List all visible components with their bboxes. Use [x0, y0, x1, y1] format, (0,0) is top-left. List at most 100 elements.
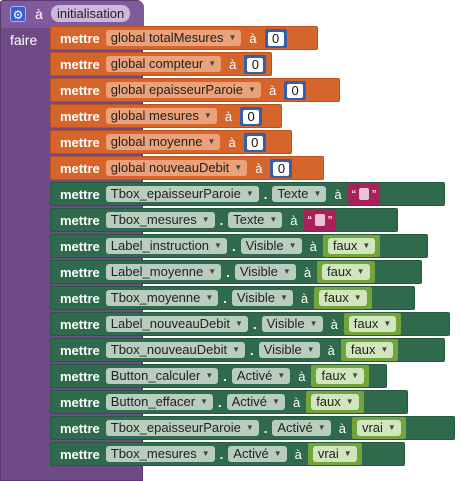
set-property-block[interactable]: mettre Button_effacer ▼. Activé ▼ à faux ▼ [50, 390, 408, 414]
component-dropdown[interactable]: Button_effacer ▼ [105, 394, 213, 410]
set-property-block[interactable]: mettre Label_instruction ▼. Visible ▼ à faux ▼ [50, 234, 428, 258]
property-dropdown[interactable]: Activé ▼ [272, 420, 331, 436]
property-dropdown[interactable]: Visible ▼ [240, 238, 302, 254]
empty-text-field[interactable] [358, 188, 369, 200]
number-value[interactable]: 0 [267, 31, 284, 46]
property-dropdown[interactable]: Activé ▼ [226, 394, 285, 410]
number-block[interactable]: 0 [284, 80, 307, 100]
gear-icon[interactable]: ⚙ [10, 6, 26, 22]
boolean-block[interactable]: vrai ▼ [351, 417, 406, 439]
set-property-block[interactable]: mettre Tbox_moyenne ▼. Visible ▼ à faux ▼ [50, 286, 415, 310]
chevron-down-icon: ▼ [214, 241, 222, 250]
number-block[interactable]: 0 [244, 54, 267, 74]
set-global-block[interactable]: mettre global compteur ▼ à 0 [50, 52, 272, 76]
component-dropdown[interactable]: Button_calculer ▼ [105, 368, 219, 384]
boolean-block[interactable]: faux ▼ [343, 313, 402, 335]
set-property-block[interactable]: mettre Tbox_mesures ▼. Texte ▼ à “” [50, 208, 398, 232]
property-dropdown[interactable]: Texte ▼ [228, 212, 283, 228]
boolean-dropdown[interactable]: faux ▼ [311, 394, 359, 410]
property-dropdown[interactable]: Activé ▼ [231, 368, 291, 384]
set-keyword: mettre [60, 264, 100, 280]
boolean-dropdown[interactable]: faux ▼ [319, 290, 367, 306]
number-block[interactable]: 0 [243, 132, 266, 152]
chevron-down-icon: ▼ [200, 397, 208, 406]
component-dropdown[interactable]: Tbox_epaisseurParoie ▼ [105, 420, 259, 436]
set-keyword: mettre [60, 82, 100, 98]
component-dropdown[interactable]: Label_instruction ▼ [105, 238, 227, 254]
boolean-block[interactable]: faux ▼ [317, 261, 375, 283]
chevron-down-icon: ▼ [201, 449, 210, 458]
component-dropdown[interactable]: Label_nouveauDebit ▼ [105, 316, 248, 332]
boolean-dropdown[interactable]: faux ▼ [348, 316, 397, 332]
set-global-block[interactable]: mettre global nouveauDebit ▼ à 0 [50, 156, 324, 180]
boolean-dropdown[interactable]: faux ▼ [345, 342, 394, 358]
property-dropdown[interactable]: Visible ▼ [231, 290, 293, 306]
property-dropdown[interactable]: Visible ▼ [261, 316, 323, 332]
component-dropdown[interactable]: Label_moyenne ▼ [105, 264, 222, 280]
set-property-block[interactable]: mettre Tbox_mesures ▼. Activé ▼ à vrai ▼ [50, 442, 405, 466]
component-dropdown[interactable]: Tbox_epaisseurParoie ▼ [105, 186, 259, 202]
boolean-block[interactable]: vrai ▼ [307, 443, 362, 465]
component-dropdown[interactable]: Tbox_mesures ▼ [105, 446, 215, 462]
set-property-block[interactable]: mettre Label_nouveauDebit ▼. Visible ▼ à faux ▼ [50, 312, 450, 336]
boolean-dropdown[interactable]: faux ▼ [316, 368, 364, 384]
boolean-dropdown[interactable]: faux ▼ [322, 264, 370, 280]
component-dropdown[interactable]: Tbox_mesures ▼ [105, 212, 215, 228]
variable-dropdown[interactable]: global compteur ▼ [105, 56, 222, 72]
set-global-block[interactable]: mettre global epaisseurParoie ▼ à 0 [50, 78, 340, 102]
chevron-down-icon: ▼ [208, 59, 217, 68]
set-property-block[interactable]: mettre Button_calculer ▼. Activé ▼ à faux ▼ [50, 364, 387, 388]
component-dropdown[interactable]: Tbox_moyenne ▼ [105, 290, 219, 306]
variable-dropdown[interactable]: global nouveauDebit ▼ [105, 160, 248, 176]
boolean-dropdown[interactable]: faux ▼ [327, 238, 376, 254]
property-dropdown[interactable]: Visible ▼ [258, 342, 320, 358]
empty-text-field[interactable] [314, 214, 325, 226]
number-block[interactable]: 0 [264, 28, 287, 48]
event-do-label: faire [10, 32, 38, 48]
set-keyword: mettre [60, 108, 100, 124]
set-property-block[interactable]: mettre Tbox_epaisseurParoie ▼. Texte ▼ à “” [50, 182, 445, 206]
number-value[interactable]: 0 [247, 57, 264, 72]
number-value[interactable]: 0 [287, 83, 304, 98]
property-separator: . [226, 264, 230, 280]
boolean-block[interactable]: faux ▼ [306, 391, 364, 413]
set-property-block[interactable]: mettre Tbox_epaisseurParoie ▼. Activé ▼ à vrai… [50, 416, 455, 440]
boolean-block[interactable]: faux ▼ [314, 287, 372, 309]
property-dropdown[interactable]: Texte ▼ [272, 186, 327, 202]
text-block[interactable]: “” [347, 183, 381, 205]
to-label: à [309, 238, 317, 254]
chevron-down-icon: ▼ [383, 319, 392, 328]
property-name: Visible [266, 316, 305, 331]
set-property-block[interactable]: mettre Tbox_nouveauDebit ▼. Visible ▼ à faux ▼ [50, 338, 445, 362]
set-property-block[interactable]: mettre Label_moyenne ▼. Visible ▼ à faux ▼ [50, 260, 422, 284]
event-name[interactable]: initialisation [51, 5, 131, 22]
text-block[interactable]: “” [303, 209, 337, 231]
number-value[interactable]: 0 [273, 161, 290, 176]
number-value[interactable]: 0 [243, 109, 260, 124]
variable-dropdown[interactable]: global totalMesures ▼ [105, 30, 242, 46]
property-name: Activé [233, 446, 269, 461]
property-dropdown[interactable]: Activé ▼ [228, 446, 287, 462]
variable-dropdown[interactable]: global moyenne ▼ [105, 134, 221, 150]
set-global-block[interactable]: mettre global moyenne ▼ à 0 [50, 130, 292, 154]
chevron-down-icon: ▼ [277, 371, 286, 380]
property-dropdown[interactable]: Visible ▼ [234, 264, 296, 280]
set-keyword: mettre [60, 238, 100, 254]
boolean-block[interactable]: faux ▼ [340, 339, 399, 361]
boolean-block[interactable]: faux ▼ [322, 235, 381, 257]
to-label: à [249, 30, 257, 46]
variable-dropdown[interactable]: global mesures ▼ [105, 108, 217, 124]
component-dropdown[interactable]: Tbox_nouveauDebit ▼ [105, 342, 246, 358]
component-name: Button_effacer [110, 394, 196, 409]
set-global-block[interactable]: mettre global totalMesures ▼ à 0 [50, 26, 318, 50]
set-keyword: mettre [60, 368, 100, 384]
set-global-block[interactable]: mettre global mesures ▼ à 0 [50, 104, 282, 128]
number-value[interactable]: 0 [246, 135, 263, 150]
number-block[interactable]: 0 [240, 106, 263, 126]
to-label: à [229, 56, 237, 72]
boolean-block[interactable]: faux ▼ [311, 365, 369, 387]
number-block[interactable]: 0 [270, 158, 293, 178]
boolean-dropdown[interactable]: vrai ▼ [356, 420, 401, 436]
variable-dropdown[interactable]: global epaisseurParoie ▼ [105, 82, 261, 98]
boolean-dropdown[interactable]: vrai ▼ [312, 446, 357, 462]
